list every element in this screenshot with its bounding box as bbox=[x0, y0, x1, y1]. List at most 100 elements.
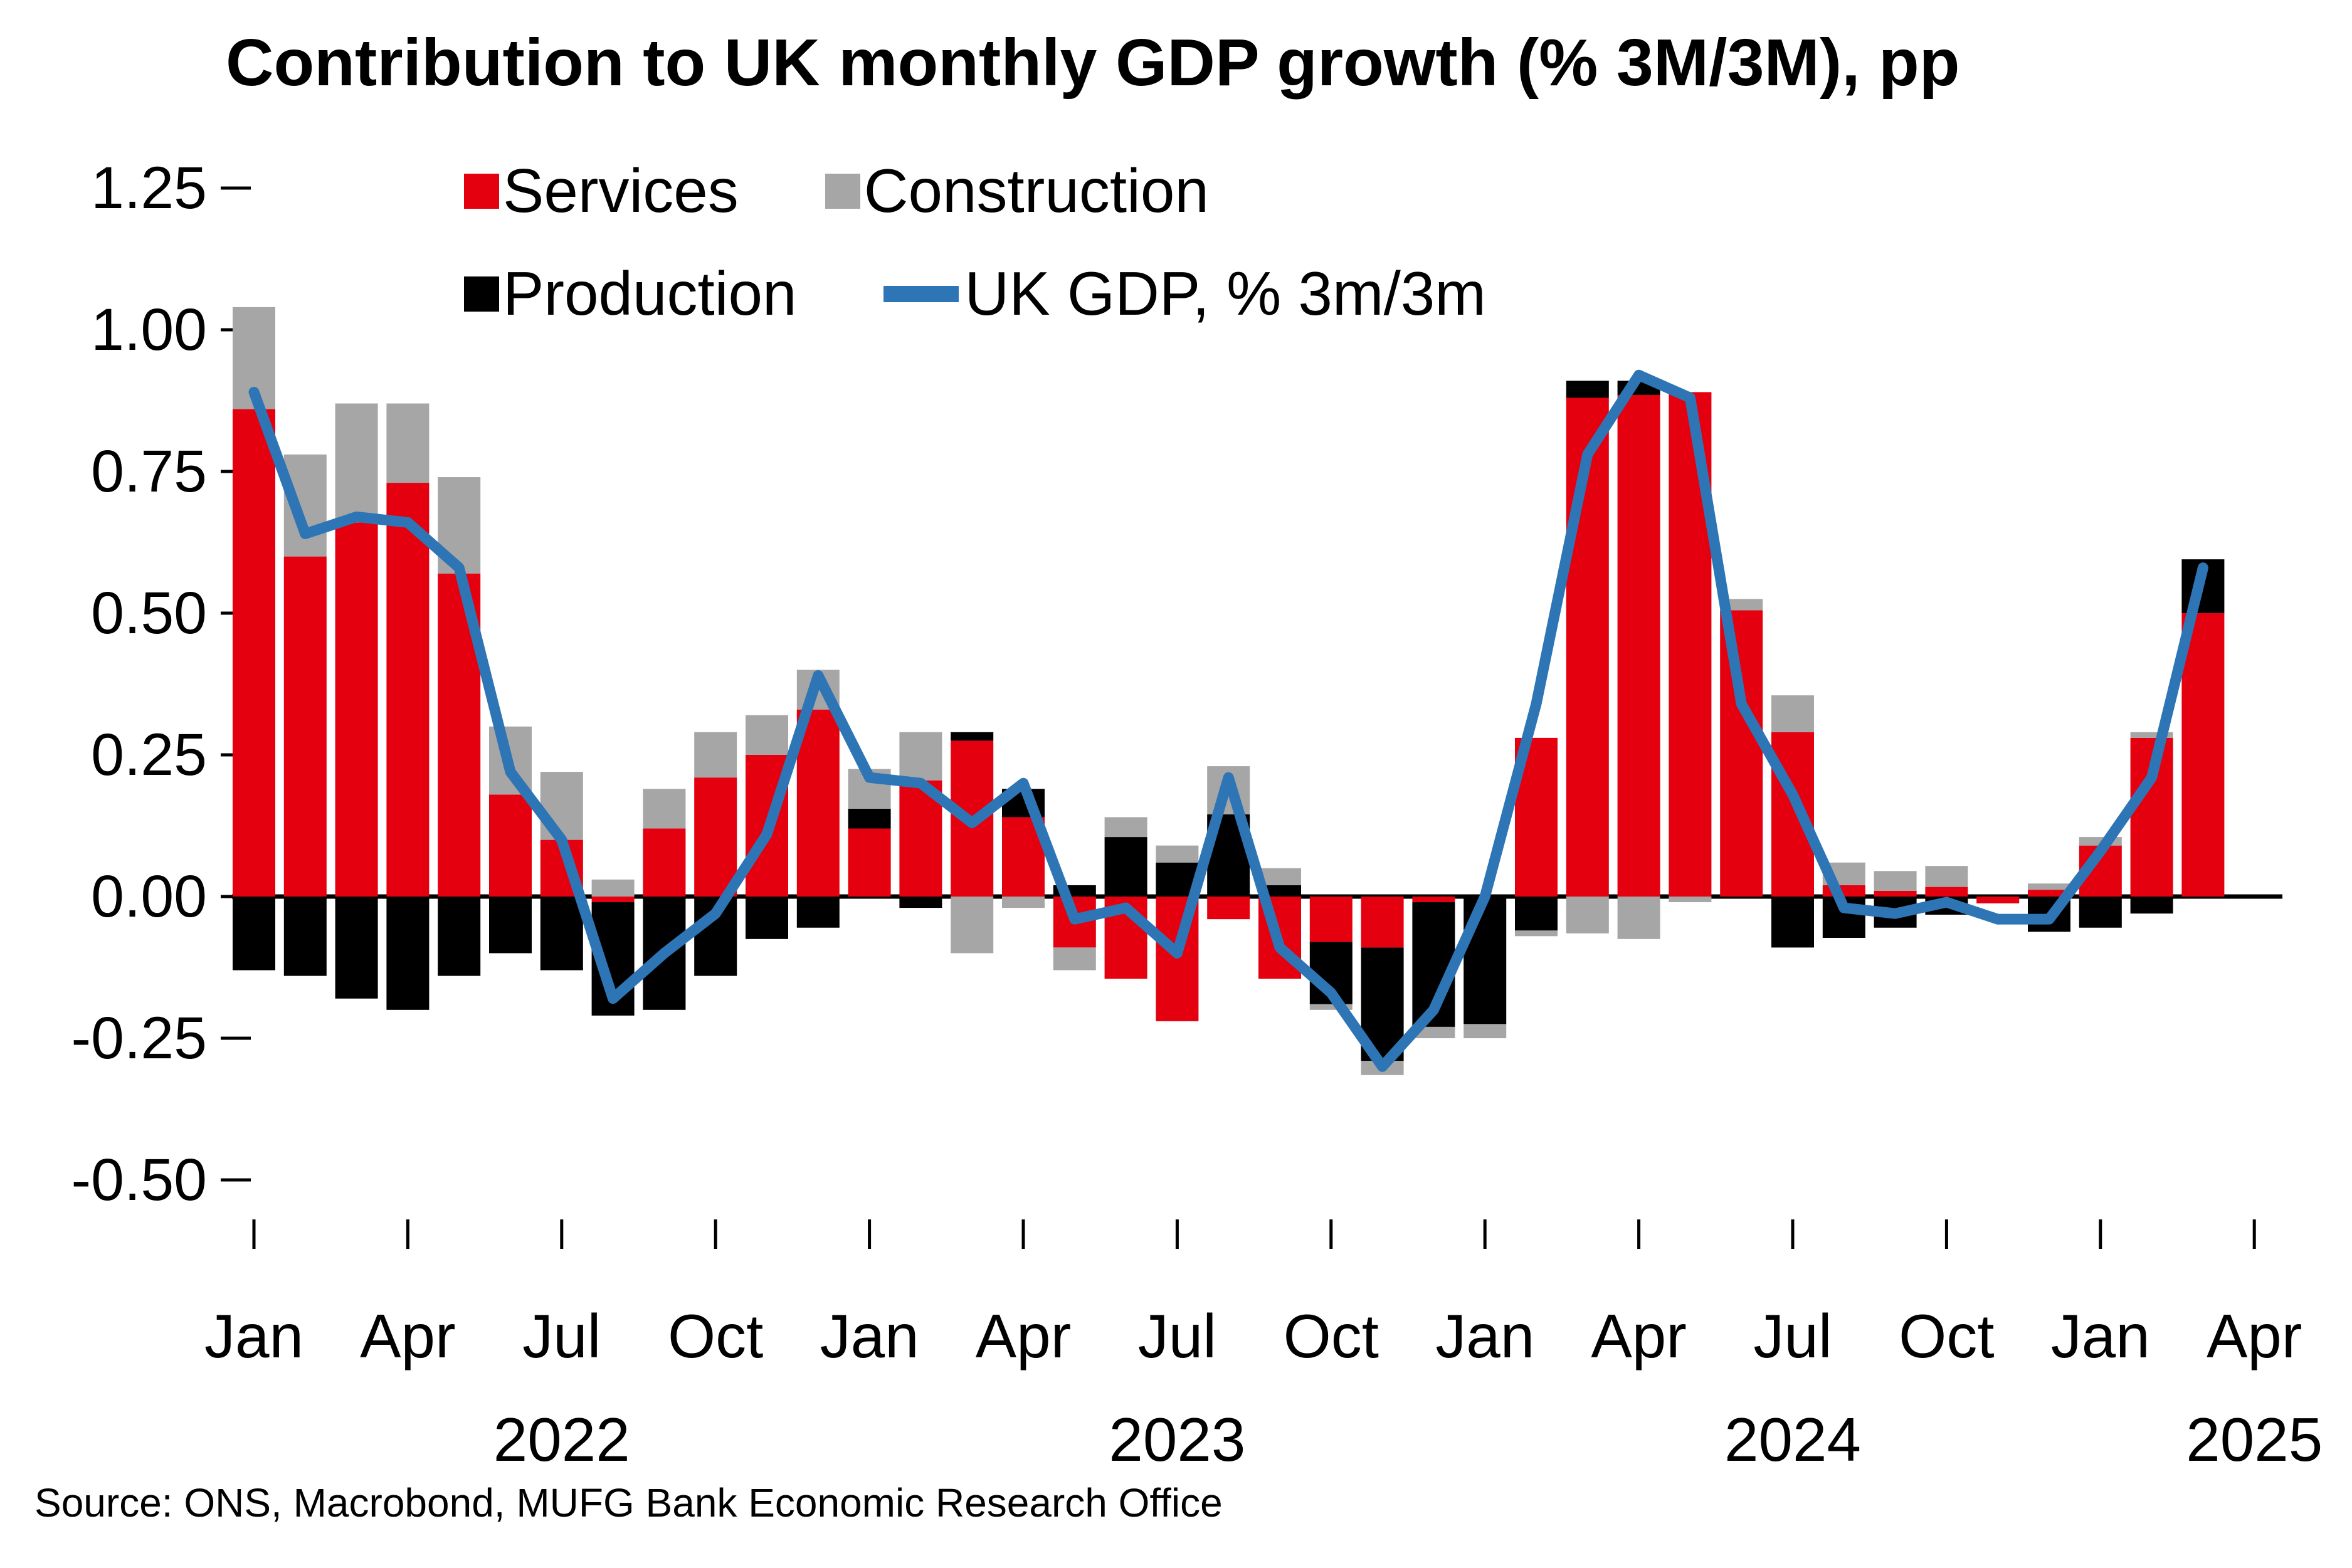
bar-segment-production bbox=[796, 897, 840, 928]
bar-segment-construction bbox=[1412, 1026, 1455, 1038]
bar-segment-production bbox=[1566, 381, 1609, 398]
bar-segment-production bbox=[848, 808, 891, 829]
legend-row-2: Production UK GDP, % 3m/3m bbox=[464, 258, 1561, 329]
bar-segment-services bbox=[1361, 897, 1404, 948]
x-axis-month-label: Apr bbox=[2207, 1302, 2302, 1371]
bar-segment-construction bbox=[1771, 695, 1814, 732]
x-axis-month-label: Jan bbox=[1435, 1302, 1534, 1371]
bar-segment-production bbox=[2079, 897, 2122, 928]
legend-label-construction: Construction bbox=[863, 156, 1209, 225]
bar-segment-construction bbox=[2130, 732, 2173, 738]
chart-title: Contribution to UK monthly GDP growth (%… bbox=[226, 26, 1960, 100]
x-axis-month-label: Oct bbox=[1899, 1302, 1994, 1371]
x-axis-month-label: Apr bbox=[360, 1302, 456, 1371]
bar-segment-production bbox=[540, 897, 583, 971]
bar-segment-construction bbox=[335, 403, 378, 523]
bar-segment-production bbox=[1771, 897, 1814, 948]
bar-segment-services bbox=[1412, 897, 1455, 903]
y-axis-label: 1.00 bbox=[91, 297, 207, 363]
bar-segment-construction bbox=[1053, 947, 1096, 971]
bar-segment-services bbox=[283, 556, 327, 897]
bar-segment-services bbox=[1925, 887, 1968, 897]
bar-segment-production bbox=[746, 897, 788, 939]
bar-segment-services bbox=[233, 409, 275, 897]
legend-label-gdp: UK GDP, % 3m/3m bbox=[964, 259, 1486, 328]
x-axis-year-label: 2023 bbox=[1109, 1405, 1245, 1474]
bar-segment-construction bbox=[540, 772, 583, 840]
bar-segment-production bbox=[1258, 885, 1301, 897]
bar-segment-construction bbox=[1309, 1004, 1353, 1010]
bar-segment-services bbox=[796, 709, 840, 897]
services-swatch-icon bbox=[464, 173, 499, 209]
x-axis-year-label: 2024 bbox=[1724, 1405, 1861, 1474]
y-axis-label: 0.25 bbox=[91, 722, 207, 788]
bar-segment-production bbox=[1104, 837, 1147, 897]
bar-segment-services bbox=[643, 828, 686, 897]
gdp-line-swatch-icon bbox=[883, 285, 959, 302]
x-axis-month-label: Jan bbox=[204, 1302, 303, 1371]
legend-item-gdp-line: UK GDP, % 3m/3m bbox=[883, 258, 1486, 329]
bar-segment-production bbox=[283, 897, 327, 976]
x-axis-month-label: Apr bbox=[1591, 1302, 1687, 1371]
bar-segment-construction bbox=[746, 715, 788, 755]
y-axis-label: 0.75 bbox=[91, 438, 207, 505]
production-swatch-icon bbox=[464, 276, 499, 312]
x-axis-month-label: Oct bbox=[668, 1302, 763, 1371]
bar-segment-construction bbox=[1617, 897, 1660, 939]
bar-segment-construction bbox=[899, 732, 942, 781]
legend-item-services: Services bbox=[464, 155, 739, 226]
bar-segment-services bbox=[1771, 732, 1814, 897]
legend-row-1: Services Construction bbox=[464, 155, 1284, 226]
bar-segment-production bbox=[489, 897, 532, 954]
bar-segment-services bbox=[1976, 897, 2020, 903]
x-axis-month-label: Jul bbox=[1138, 1302, 1216, 1371]
bar-segment-services bbox=[489, 794, 532, 897]
bar-segment-production bbox=[233, 897, 275, 971]
x-axis-month-label: Oct bbox=[1284, 1302, 1379, 1371]
bar-segment-production bbox=[951, 732, 994, 741]
y-axis-label: -0.25 bbox=[71, 1005, 207, 1071]
bar-segment-construction bbox=[1002, 897, 1045, 908]
y-axis-label: 0.50 bbox=[91, 580, 207, 646]
bar-segment-construction bbox=[1874, 871, 1917, 891]
bar-segment-services bbox=[848, 828, 891, 897]
bar-segment-services bbox=[694, 777, 737, 897]
x-axis-year-label: 2022 bbox=[493, 1405, 630, 1474]
bar-segment-services bbox=[1207, 897, 1250, 920]
bar-segment-construction bbox=[1156, 845, 1199, 863]
bar-segment-construction bbox=[1515, 930, 1558, 937]
bar-segment-construction bbox=[694, 732, 737, 778]
bar-segment-construction bbox=[1720, 599, 1763, 611]
bar-segment-production bbox=[386, 897, 430, 1010]
legend-item-production: Production bbox=[464, 258, 797, 329]
bar-segment-production bbox=[438, 897, 481, 976]
construction-swatch-icon bbox=[825, 173, 860, 209]
bar-segment-services bbox=[2028, 890, 2070, 897]
gdp-line bbox=[248, 369, 2208, 1072]
bar-segment-services bbox=[1309, 897, 1353, 942]
x-axis-month-label: Apr bbox=[976, 1302, 1072, 1371]
bar-segment-construction bbox=[643, 789, 686, 829]
x-axis-month-label: Jul bbox=[1753, 1302, 1832, 1371]
y-axis-label: 0.00 bbox=[91, 863, 207, 930]
x-axis-year-label: 2025 bbox=[2186, 1405, 2323, 1474]
bar-segment-construction bbox=[591, 879, 635, 897]
bar-segment-production bbox=[1515, 897, 1558, 931]
y-axis-label: 1.25 bbox=[91, 155, 207, 221]
bar-segment-production bbox=[899, 897, 942, 908]
bar-segment-production bbox=[335, 897, 378, 999]
x-axis-month-label: Jan bbox=[820, 1302, 919, 1371]
bar-segment-construction bbox=[1104, 817, 1147, 838]
legend-label-production: Production bbox=[503, 259, 797, 328]
bar-segment-construction bbox=[1566, 897, 1609, 934]
bar-segment-services bbox=[1874, 890, 1917, 897]
bar-segment-services bbox=[386, 483, 430, 897]
bar-segment-production bbox=[2130, 897, 2173, 914]
bar-segment-construction bbox=[1925, 866, 1968, 887]
bar-segment-services bbox=[335, 522, 378, 897]
bar-segment-services bbox=[1617, 394, 1660, 897]
x-axis-month-label: Jan bbox=[2051, 1302, 2150, 1371]
legend-item-construction: Construction bbox=[825, 155, 1209, 226]
